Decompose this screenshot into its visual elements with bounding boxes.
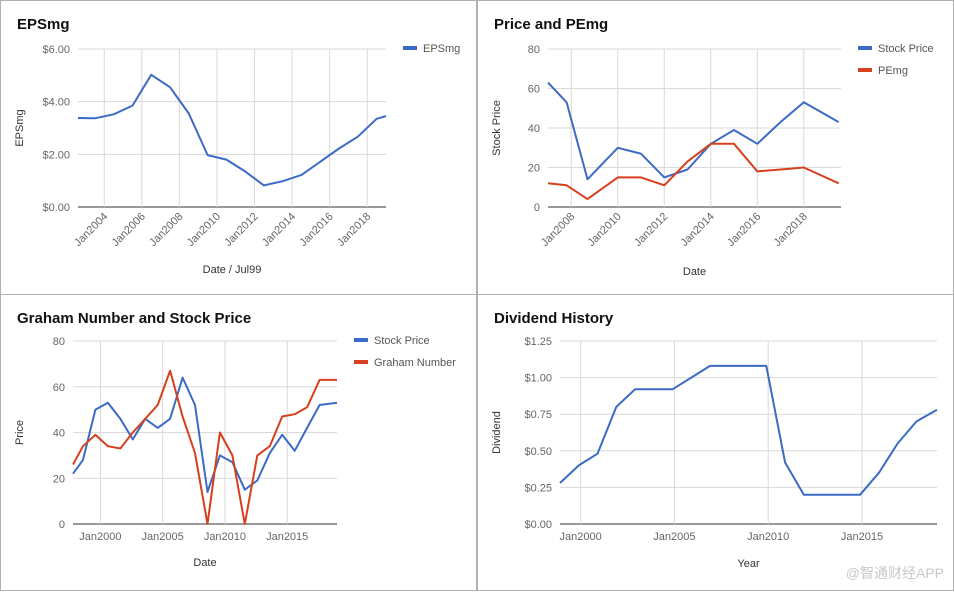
x-tick-label: Jan2016	[297, 211, 335, 249]
x-tick-label: Jan2015	[266, 531, 308, 543]
y-tick-label: 20	[528, 163, 540, 175]
y-axis-label: Dividend	[491, 411, 503, 454]
x-axis-label: Year	[737, 558, 760, 570]
x-tick-label: Jan2008	[539, 211, 577, 249]
y-axis-label: EPSmg	[14, 109, 26, 146]
x-axis-label: Date	[193, 557, 216, 569]
legend-label: Stock Price	[878, 43, 934, 55]
series-line-dividend	[559, 364, 938, 496]
y-tick-label: $2.00	[42, 149, 70, 161]
y-tick-label: $1.25	[524, 336, 552, 348]
y-tick-label: 60	[53, 382, 65, 394]
y-tick-label: $0.75	[524, 409, 552, 421]
x-tick-label: Jan2006	[110, 211, 148, 249]
x-axis-label: Date	[683, 266, 706, 278]
chart-svg: Dividend History $0.00 $0.25 $0.50 $0.75 $1.0…	[491, 310, 938, 570]
x-tick-label: Jan2005	[142, 531, 184, 543]
legend-swatch	[403, 46, 417, 50]
y-tick-label: $0.00	[42, 202, 70, 214]
x-tick-label: Jan2008	[147, 211, 185, 249]
y-tick-label: 0	[59, 519, 65, 531]
x-tick-label: Jan2010	[586, 211, 624, 249]
y-tick-label: $0.50	[524, 446, 552, 458]
x-tick-label: Jan2010	[204, 531, 246, 543]
x-tick-label: Jan2010	[747, 531, 789, 543]
y-axis-label: Stock Price	[491, 100, 503, 156]
y-tick-label: 40	[528, 123, 540, 135]
series-line-stock-price	[547, 81, 840, 181]
chart-title: EPSmg	[17, 16, 70, 33]
x-tick-label: Jan2010	[185, 211, 223, 249]
x-tick-label: Jan2018	[335, 211, 373, 249]
legend-label: PEmg	[878, 65, 908, 77]
x-tick-label: Jan2015	[841, 531, 883, 543]
epsmg-chart-panel: EPSmg $0.00 $2.00 $4.00 $6.00 Jan2004 Jan2006 J…	[0, 0, 477, 295]
y-axis-label: Price	[14, 420, 26, 445]
x-tick-label: Jan2012	[632, 211, 670, 249]
series-line-epsmg	[77, 73, 387, 187]
legend-label: EPSmg	[423, 43, 460, 55]
series-line-pemg	[547, 142, 840, 201]
chart-title: Graham Number and Stock Price	[17, 310, 251, 327]
legend-swatch	[858, 46, 872, 50]
y-tick-label: 0	[534, 202, 540, 214]
x-tick-label: Jan2000	[79, 531, 121, 543]
y-tick-label: $0.00	[524, 519, 552, 531]
y-tick-label: 40	[53, 428, 65, 440]
y-tick-label: $6.00	[42, 44, 70, 56]
y-tick-label: 80	[53, 336, 65, 348]
y-tick-label: $4.00	[42, 97, 70, 109]
chart-title: Dividend History	[494, 310, 614, 327]
y-tick-label: 20	[53, 473, 65, 485]
x-tick-label: Jan2014	[679, 211, 717, 249]
y-tick-label: 80	[528, 44, 540, 56]
legend-swatch	[354, 338, 368, 342]
y-tick-label: $1.00	[524, 373, 552, 385]
watermark: @智通财经APP	[845, 565, 944, 581]
x-tick-label: Jan2014	[260, 211, 298, 249]
graham-number-chart-panel: Graham Number and Stock Price 0 20 40 60 80 Ja…	[0, 294, 477, 591]
series-line-stock-price	[72, 376, 338, 493]
legend-label: Stock Price	[374, 335, 430, 347]
x-tick-label: Jan2012	[222, 211, 260, 249]
x-tick-label: Jan2018	[772, 211, 810, 249]
dividend-history-chart-panel: Dividend History $0.00 $0.25 $0.50 $0.75 $1.0…	[477, 294, 954, 591]
x-axis-label: Date / Jul99	[203, 264, 262, 276]
legend-label: Graham Number	[374, 357, 456, 369]
price-pemg-chart-panel: Price and PEmg 0 20 40 60 80 Jan2008 Jan2010 Jan…	[477, 0, 954, 295]
x-tick-label: Jan2005	[653, 531, 695, 543]
y-tick-label: $0.25	[524, 482, 552, 494]
legend-swatch	[354, 360, 368, 364]
x-tick-label: Jan2004	[72, 211, 110, 249]
legend-swatch	[858, 68, 872, 72]
series-line-graham-number	[72, 369, 337, 525]
x-tick-label: Jan2000	[560, 531, 602, 543]
chart-title: Price and PEmg	[494, 16, 608, 33]
chart-svg: Graham Number and Stock Price 0 20 40 60 80 Ja…	[14, 310, 456, 569]
x-tick-label: Jan2016	[725, 211, 763, 249]
y-tick-label: 60	[528, 84, 540, 96]
